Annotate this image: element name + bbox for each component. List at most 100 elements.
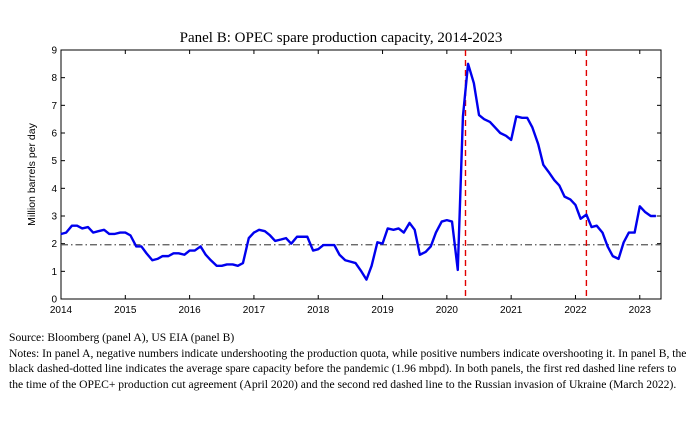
data-point — [489, 121, 491, 123]
data-point — [360, 270, 362, 272]
data-point — [387, 227, 389, 230]
data-point — [145, 252, 148, 254]
data-point — [242, 262, 244, 264]
data-point — [365, 279, 368, 281]
data-point — [113, 233, 115, 235]
y-tick-label: 2 — [51, 239, 57, 250]
data-point — [189, 249, 191, 252]
data-point — [226, 263, 228, 266]
data-point — [290, 243, 292, 245]
y-tick-label: 9 — [51, 46, 57, 57]
data-point — [312, 249, 314, 252]
x-tick-label: 2017 — [243, 305, 266, 316]
data-point — [344, 259, 346, 261]
data-point — [462, 115, 464, 117]
data-point — [162, 255, 164, 257]
data-point — [81, 227, 83, 230]
data-point — [634, 232, 636, 234]
data-point — [639, 205, 641, 207]
data-point — [65, 232, 67, 234]
data-point — [338, 254, 341, 256]
data-point — [258, 229, 260, 231]
data-point — [494, 126, 496, 129]
data-point — [419, 254, 421, 256]
data-point — [172, 252, 175, 254]
data-point — [435, 232, 437, 234]
data-point — [183, 254, 186, 256]
data-point — [499, 132, 501, 134]
x-tick-label: 2014 — [50, 305, 73, 316]
y-tick-label: 1 — [51, 267, 57, 278]
data-point — [92, 232, 94, 234]
data-point — [398, 227, 400, 230]
data-point — [510, 139, 512, 141]
data-point — [617, 258, 620, 260]
y-axis-label: Million barrels per day — [26, 122, 38, 225]
source-note: Source: Bloomberg (panel A), US EIA (pan… — [9, 331, 235, 344]
data-point — [392, 229, 395, 231]
data-point — [580, 218, 582, 220]
data-point — [542, 164, 544, 166]
data-point — [515, 115, 517, 117]
x-tick-label: 2020 — [436, 305, 459, 316]
data-point — [376, 241, 378, 243]
x-axis: 2014 2015 2016 2017 2018 2019 2020 2021 2022 2023 — [50, 50, 651, 316]
data-point — [623, 241, 625, 243]
data-point — [425, 251, 427, 253]
data-point — [317, 248, 319, 250]
y-tick-label: 8 — [51, 73, 57, 84]
data-point — [76, 225, 78, 227]
data-point — [167, 255, 169, 257]
data-point — [430, 245, 432, 248]
data-point — [403, 232, 405, 234]
data-point — [274, 240, 276, 242]
data-point — [156, 258, 159, 260]
data-point — [97, 230, 99, 232]
data-point — [414, 229, 416, 231]
y-tick-label: 6 — [51, 129, 57, 140]
data-point — [478, 114, 480, 116]
notes: Source: Bloomberg (panel A), US EIA (pan… — [9, 330, 689, 392]
data-point — [574, 204, 577, 206]
x-tick-label: 2019 — [371, 305, 394, 316]
data-point — [553, 179, 555, 181]
data-point — [296, 236, 298, 238]
data-point — [585, 214, 588, 216]
data-point — [655, 215, 657, 217]
data-point — [322, 244, 324, 246]
data-point — [563, 196, 566, 198]
data-point — [248, 237, 250, 239]
data-point — [135, 245, 137, 248]
data-point — [381, 243, 384, 245]
data-point — [285, 237, 287, 239]
plot-frame — [60, 49, 662, 300]
data-point — [467, 63, 469, 65]
data-point — [194, 249, 196, 252]
data-point — [221, 265, 223, 267]
data-point — [87, 226, 89, 228]
data-point — [408, 222, 411, 224]
data-point — [328, 244, 330, 246]
data-point — [71, 225, 73, 227]
x-tick-label: 2016 — [178, 305, 201, 316]
data-point — [333, 244, 335, 246]
data-point — [537, 143, 539, 145]
data-point — [205, 254, 207, 256]
data-point — [590, 226, 593, 228]
event-lines — [464, 50, 588, 299]
x-tick-label: 2022 — [564, 305, 587, 316]
data-point — [210, 259, 212, 261]
y-tick-label: 5 — [51, 156, 57, 167]
data-point — [269, 234, 271, 236]
data-point — [103, 229, 105, 231]
data-point — [151, 259, 153, 261]
y-axis: 0 1 2 3 4 5 6 7 8 9 — [51, 46, 661, 306]
data-point — [650, 215, 652, 217]
y-tick-label: 4 — [51, 184, 57, 195]
data-point — [596, 225, 598, 227]
series-points — [60, 63, 657, 281]
data-point — [199, 245, 202, 248]
data-point — [446, 219, 448, 221]
data-point — [628, 232, 630, 234]
